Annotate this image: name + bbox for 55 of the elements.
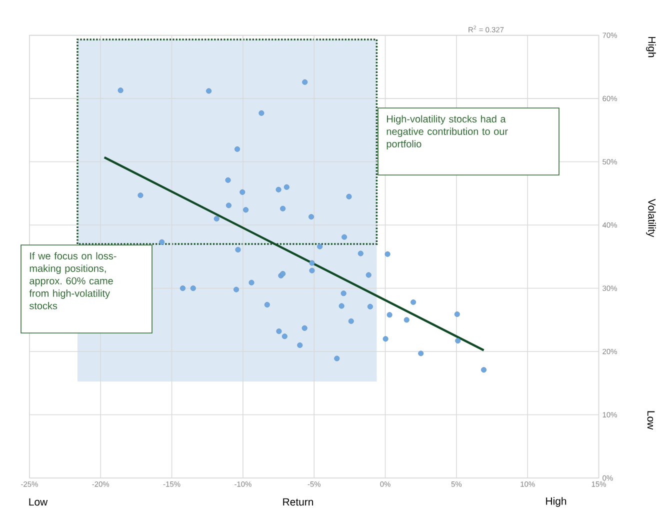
point	[280, 206, 286, 212]
point	[367, 304, 373, 310]
point	[240, 189, 246, 195]
text: High	[546, 497, 566, 507]
annotation: High-volatility stocks had a negative contribution to our portfolio	[386, 115, 508, 150]
point	[118, 88, 124, 94]
point	[346, 194, 352, 200]
point	[276, 186, 282, 192]
point	[302, 325, 308, 331]
point	[214, 216, 220, 222]
point	[258, 110, 264, 116]
point	[206, 88, 212, 94]
point	[348, 318, 354, 324]
point	[454, 311, 460, 317]
point	[276, 328, 282, 334]
point	[384, 251, 390, 257]
annotation: If we focus on loss-making positions, approx. 60% came from high-volatility stocks	[29, 252, 116, 310]
point	[317, 244, 323, 250]
point	[386, 312, 392, 318]
point	[340, 290, 346, 296]
point	[190, 286, 196, 292]
point	[226, 202, 232, 208]
point	[309, 260, 315, 266]
text: High	[646, 37, 656, 58]
text: Low	[647, 411, 655, 430]
point	[366, 272, 372, 278]
point	[342, 234, 348, 240]
point	[284, 184, 290, 190]
point	[234, 286, 240, 292]
point	[180, 286, 186, 292]
point	[358, 250, 364, 256]
point	[282, 334, 288, 340]
text: Low	[29, 498, 48, 506]
point	[481, 367, 487, 373]
point	[159, 239, 165, 245]
y-axis-title: Volatility	[646, 198, 656, 238]
point	[302, 79, 308, 85]
point	[234, 146, 240, 152]
point	[418, 350, 424, 356]
point	[338, 303, 344, 309]
point	[404, 317, 410, 323]
point	[235, 246, 241, 252]
point	[264, 302, 270, 308]
x-axis-title: Return	[283, 498, 314, 506]
point	[334, 356, 340, 362]
point	[308, 214, 314, 220]
point	[410, 299, 416, 305]
point	[297, 342, 303, 348]
point	[243, 207, 249, 213]
point	[225, 177, 231, 183]
point	[309, 268, 315, 274]
point	[382, 336, 388, 342]
point	[455, 338, 461, 344]
point	[138, 192, 144, 198]
point	[248, 280, 254, 286]
